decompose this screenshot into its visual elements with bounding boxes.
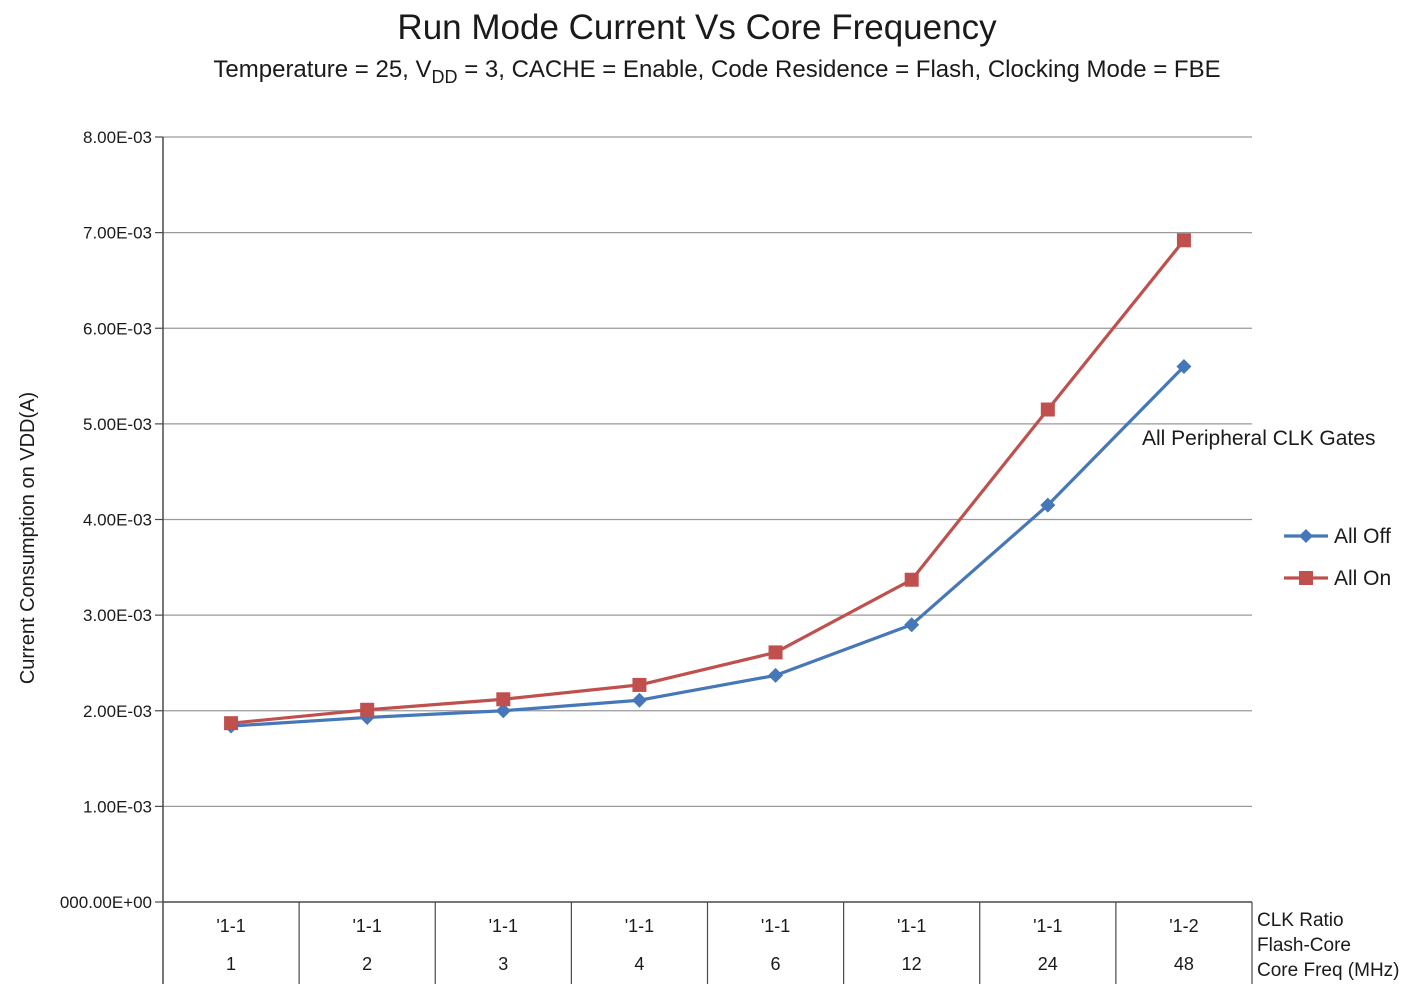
y-tick-label: 3.00E-03 [83, 606, 152, 625]
x-tick-label: 4 [634, 954, 644, 974]
x-tick-label: 3 [498, 954, 508, 974]
x-tick-label: 24 [1038, 954, 1058, 974]
x-row-label: Core Freq (MHz) [1257, 960, 1400, 981]
data-point [224, 716, 239, 731]
y-tick-label: 000.00E+00 [60, 893, 152, 912]
x-tick-label: 48 [1174, 954, 1194, 974]
x-clk-ratio-label: '1-1 [489, 916, 518, 936]
subtitle-prefix: Temperature = 25, V [213, 56, 432, 83]
y-tick-label: 4.00E-03 [83, 511, 152, 530]
legend-label: All Off [1334, 525, 1391, 548]
y-tick-label: 6.00E-03 [83, 319, 152, 338]
y-tick-label: 5.00E-03 [83, 415, 152, 434]
x-clk-ratio-label: '1-1 [216, 916, 245, 936]
data-point [904, 572, 919, 587]
x-tick-label: 1 [226, 954, 236, 974]
chart-title: Run Mode Current Vs Core Frequency [397, 8, 997, 47]
x-tick-label: 6 [771, 954, 781, 974]
gridlines [155, 136, 1252, 984]
data-point [1176, 233, 1191, 248]
x-clk-ratio-label: '1-1 [897, 916, 926, 936]
legend-title: All Peripheral CLK Gates [1142, 427, 1375, 450]
x-clk-ratio-label: '1-1 [352, 916, 381, 936]
data-point [1040, 402, 1055, 417]
y-tick-label: 1.00E-03 [83, 797, 152, 816]
x-tick-label: 12 [902, 954, 922, 974]
x-row-label: CLK Ratio [1257, 910, 1344, 931]
chart-subtitle: Temperature = 25, VDD = 3, CACHE = Enabl… [0, 56, 1409, 88]
data-point [495, 703, 511, 719]
legend: All Off All On [1284, 525, 1391, 590]
y-tick-label: 8.00E-03 [83, 128, 152, 147]
y-tick-label: 2.00E-03 [83, 702, 152, 721]
data-point [768, 645, 783, 660]
data-point [904, 617, 920, 633]
x-clk-ratio-label: '1-1 [1033, 916, 1062, 936]
data-point [1176, 359, 1192, 374]
legend-marker [1299, 571, 1313, 585]
data-point [768, 667, 784, 683]
y-tick-label: 7.00E-03 [83, 224, 152, 243]
data-point [632, 677, 647, 692]
x-tick-label: 2 [362, 954, 372, 974]
data-point [360, 702, 375, 717]
x-row-label: Flash-Core [1257, 935, 1351, 956]
x-clk-ratio-label: '1-1 [625, 916, 654, 936]
series-line [230, 239, 1186, 725]
data-point [1040, 497, 1056, 513]
x-clk-ratio-label: '1-2 [1169, 916, 1198, 936]
x-clk-ratio-label: '1-1 [761, 916, 790, 936]
series-line [230, 365, 1186, 728]
legend-label: All On [1334, 567, 1391, 590]
series-lines [223, 233, 1192, 734]
y-tick-labels: 000.00E+00 1.00E-03 2.00E-03 3.00E-03 4.00E-… [60, 128, 152, 912]
y-axis-label: Current Consumption on VDD(A) [17, 392, 39, 684]
x-axis-table: '1-1 1 '1-1 2 '1-1 3 '1-1 4 '1-1 6 '1-1 12 '1-1 24 '1-… [216, 902, 1400, 984]
data-point [631, 692, 647, 708]
legend-marker [1299, 529, 1313, 543]
subtitle-suffix: = 3, CACHE = Enable, Code Residence = Fl… [457, 56, 1221, 83]
data-point [496, 692, 511, 707]
subtitle-subscript: DD [431, 67, 458, 87]
